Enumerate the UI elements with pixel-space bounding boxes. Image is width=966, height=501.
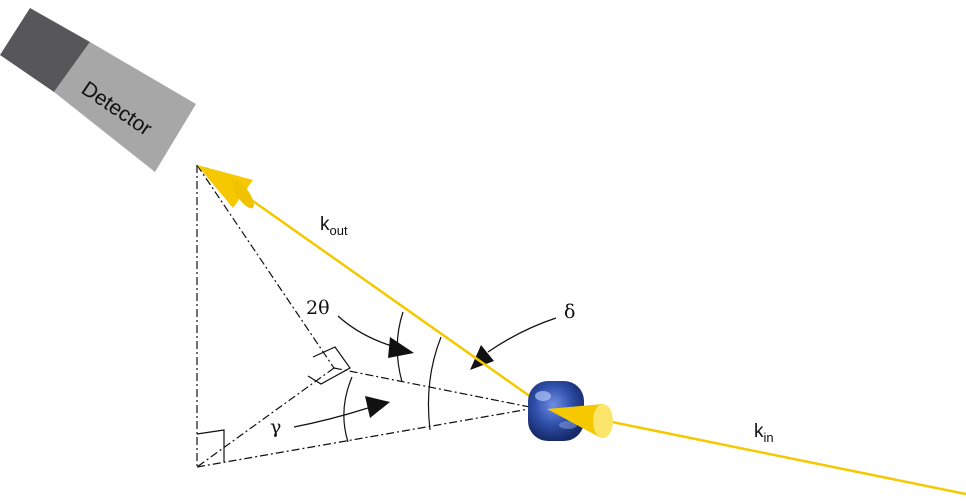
angle-pointer-heads [365,337,494,418]
gamma-pointer-line [293,407,369,428]
beam-cones [197,165,613,438]
delta-label: δ [564,301,575,323]
horizontal-dashdot-line [333,367,536,409]
incident-beam-line [547,407,966,496]
detector-front-face [54,42,196,172]
crystal-highlight [535,391,551,401]
right-angle-marker-bottom [196,429,225,462]
base-dashdot-line [196,407,536,468]
k-out-label: kout [320,214,348,238]
diagonal-dashdot-line-upper [196,164,335,369]
right-angle-markers [196,346,351,462]
delta-arc [427,336,442,431]
labels: kout kin 2θ δ γ [270,214,774,445]
two-theta-label: 2θ [306,297,330,319]
diffracted-beam-line [205,166,549,411]
k-out-base: k [320,214,330,235]
construction-lines [196,164,536,468]
diffracted-beam-arrowhead-base [232,179,254,209]
two-theta-pointer-line [337,315,393,347]
gamma-label: γ [270,416,281,438]
detector: Detector [0,8,196,172]
incident-beam-cone-base [593,404,613,438]
incident-beam-cone [547,404,603,438]
delta-pointer-line [487,317,557,353]
gamma-arrowhead [365,396,390,418]
right-angle-marker-top [307,346,351,385]
two-theta-arrowhead [388,337,414,358]
crystal-reflection [559,421,577,429]
angle-pointers [293,315,557,428]
k-out-subscript: out [330,223,348,238]
beams [205,166,966,496]
diagonal-dashdot-line-lower [196,367,335,468]
k-in-subscript: in [764,430,774,445]
k-in-label: kin [754,421,774,445]
detector-back-face [0,8,90,92]
k-in-base: k [754,421,764,442]
delta-arrowhead [470,345,494,370]
gamma-arc [343,376,353,443]
